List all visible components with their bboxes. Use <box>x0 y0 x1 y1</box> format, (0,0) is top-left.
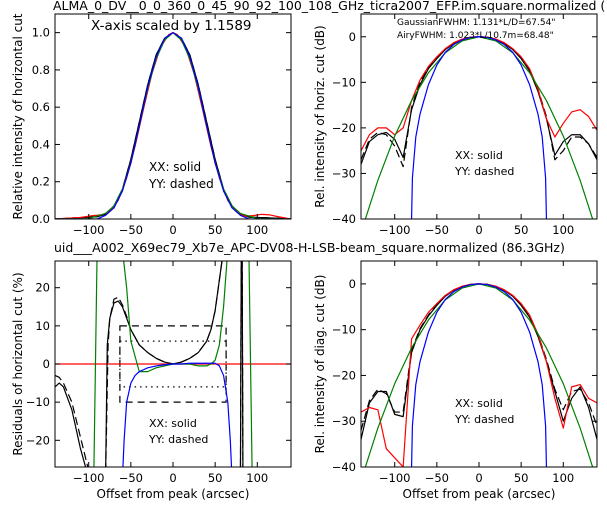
plot-area <box>55 261 291 467</box>
y-tick-label: 0.0 <box>32 212 50 226</box>
y-axis-label: Residuals of horizontal cut (%) <box>11 272 25 455</box>
y-tick-label: 10 <box>35 319 50 333</box>
series-green-solid-line <box>364 36 594 219</box>
legend-note: YY: dashed <box>454 165 514 178</box>
y-tick-label: 0.2 <box>32 175 50 189</box>
series-red-solid-line <box>361 283 597 467</box>
legend-note: YY: dashed <box>454 413 514 426</box>
y-tick-label: −20 <box>332 121 356 135</box>
y-tick-label: 0.8 <box>32 63 50 77</box>
x-tick-label: 100 <box>246 223 268 237</box>
y-axis-label: Rel. intensity of diag. cut (dB) <box>313 275 327 454</box>
legend-note: XX: solid <box>455 397 503 410</box>
y-tick-label: −30 <box>332 166 356 180</box>
scale-annotation: X-axis scaled by 1.1589 <box>91 18 252 34</box>
x-tick-label: 100 <box>246 471 268 485</box>
figure-title-mid: uid___A002_X69ec79_Xb7e_APC-DV08-H-LSB-b… <box>54 240 565 255</box>
fwhm-annotation: GaussianFWHM: 1.131*L/D=67.54" <box>397 18 555 28</box>
axes-frame <box>360 260 598 468</box>
y-tick-label: −40 <box>332 212 356 226</box>
x-tick-label: 100 <box>552 471 574 485</box>
legend-note: YY: dashed <box>148 433 208 446</box>
x-tick-label: 50 <box>208 223 223 237</box>
x-tick-label: 0 <box>169 223 176 237</box>
y-axis-label: Rel. intensity of horiz. cut (dB) <box>313 25 327 207</box>
y-axis-label: Relative intensity of horizontal cut <box>11 13 25 219</box>
x-tick-label: 50 <box>514 471 529 485</box>
legend-note: XX: solid <box>455 149 503 162</box>
series-green-solid-line <box>55 32 291 219</box>
series-red-solid-line <box>55 32 291 219</box>
panels: −100 −50 0 50 1000.00.20.40.60.81.0Relative … <box>11 13 598 501</box>
y-tick-label: 20 <box>35 281 50 295</box>
x-tick-label: −100 <box>73 223 105 237</box>
axes-frame <box>360 13 598 220</box>
y-tick-label: −10 <box>332 75 356 89</box>
y-tick-label: 0 <box>349 277 356 291</box>
series-black-solid-line <box>55 32 291 219</box>
series-blue-solid-line <box>122 362 233 467</box>
x-tick-label: 0 <box>475 471 482 485</box>
x-tick-label: 100 <box>552 223 574 237</box>
series-black-dashed-line <box>55 32 291 219</box>
series-blue-solid-line <box>410 36 548 219</box>
y-tick-label: −10 <box>332 323 356 337</box>
legend-note: YY: dashed <box>148 177 214 191</box>
x-tick-label: 50 <box>208 471 223 485</box>
x-tick-label: 0 <box>475 223 482 237</box>
y-tick-label: −20 <box>332 368 356 382</box>
plot-area <box>55 32 291 219</box>
legend-note: XX: solid <box>149 417 197 430</box>
series-black-solid-line <box>361 36 597 165</box>
x-axis-label: Offset from peak (arcsec) <box>97 487 250 501</box>
plot-area <box>361 36 597 219</box>
x-tick-label: −50 <box>119 223 143 237</box>
x-tick-label: −50 <box>425 471 449 485</box>
y-tick-label: 0.6 <box>32 100 50 114</box>
fwhm-annotation: AiryFWHM: 1.023*L/10.7m=68.48" <box>397 31 554 41</box>
series-black-dashed-line <box>361 36 597 168</box>
x-axis-label: Offset from peak (arcsec) <box>403 487 556 501</box>
y-tick-label: −20 <box>26 433 50 447</box>
y-tick-label: 1.0 <box>32 26 50 40</box>
x-tick-label: −100 <box>379 223 411 237</box>
y-tick-label: 0.4 <box>32 137 50 151</box>
series-black-dashed-line <box>55 261 223 467</box>
y-tick-label: −30 <box>332 414 356 428</box>
figure-title-top: ALMA_0_DV__0_0_360_0_45_90_92_100_108_GH… <box>53 0 605 13</box>
x-tick-label: −50 <box>425 223 449 237</box>
y-tick-label: 0 <box>349 30 356 44</box>
series-blue-solid-line <box>55 32 291 219</box>
x-tick-label: −100 <box>73 471 105 485</box>
y-tick-label: −40 <box>332 460 356 474</box>
panel-top-left: −100 −50 0 50 100 0.0 0.2 0.4 0.6 0.8 1.0 Relative … <box>11 13 292 237</box>
x-tick-label: 50 <box>514 223 529 237</box>
plot-area <box>361 283 597 467</box>
x-tick-label: −50 <box>119 471 143 485</box>
series-black-dashed-line <box>239 261 244 467</box>
legend-note: XX: solid <box>149 160 201 174</box>
x-tick-label: 0 <box>169 471 176 485</box>
y-tick-label: −10 <box>26 395 50 409</box>
series-green-solid-line <box>364 283 594 467</box>
y-tick-label: 0 <box>43 357 50 371</box>
x-tick-label: −100 <box>379 471 411 485</box>
series-blue-solid-line <box>410 283 548 467</box>
